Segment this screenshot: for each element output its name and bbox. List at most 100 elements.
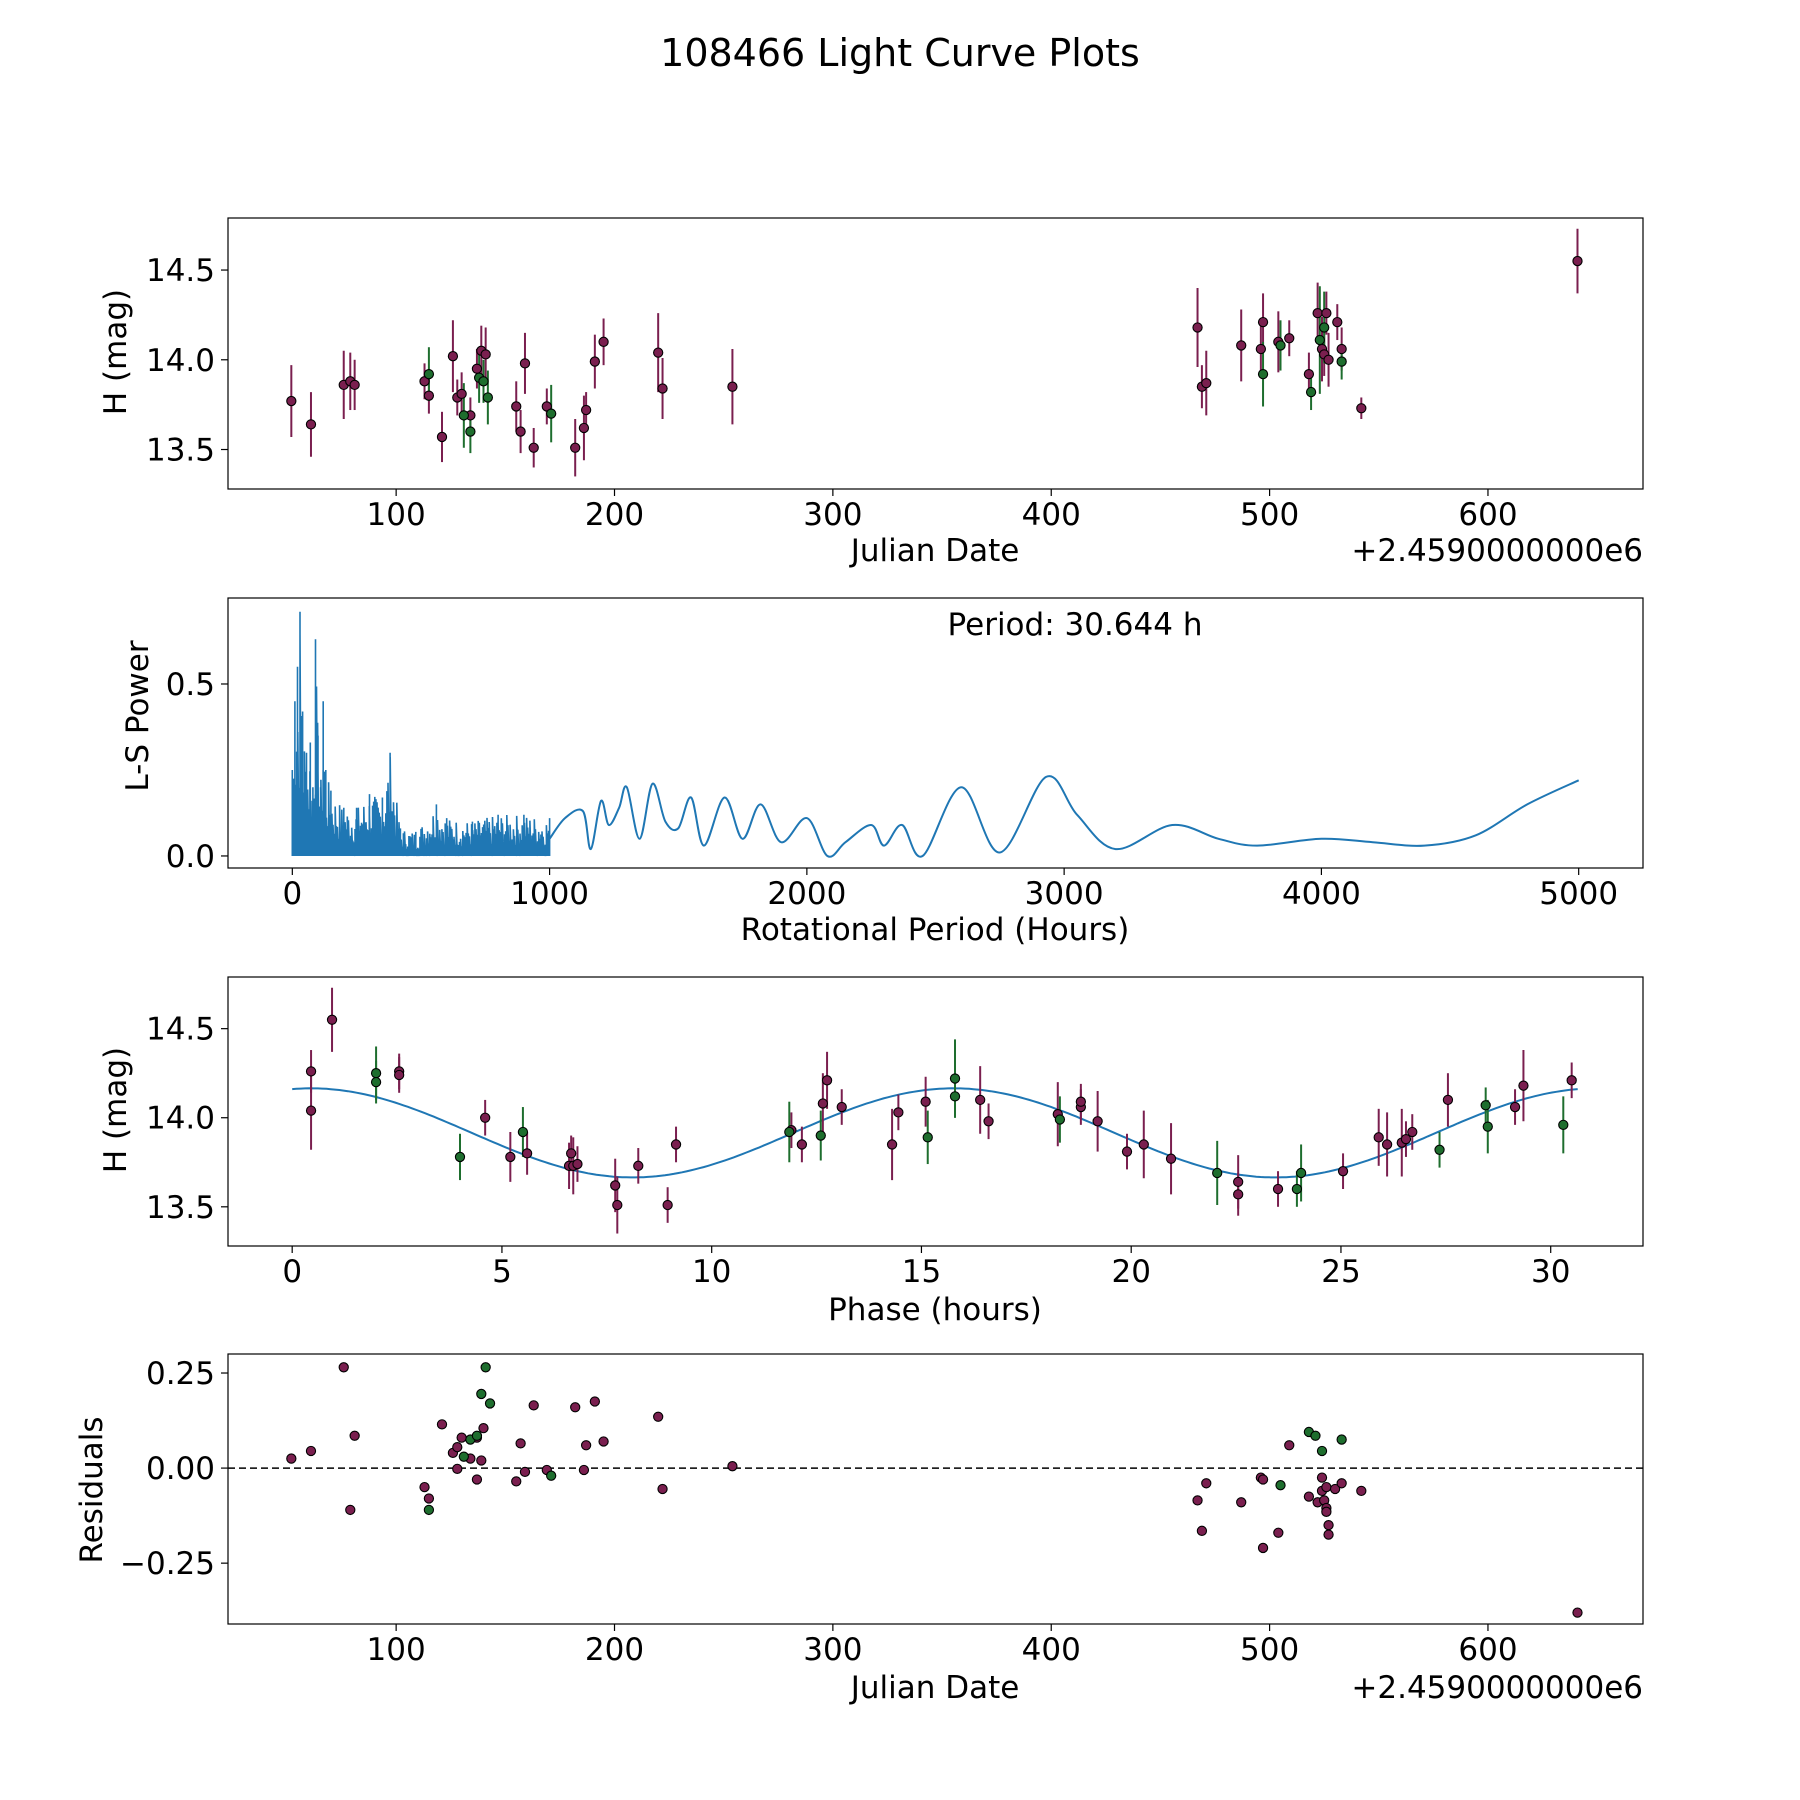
residuals-point-r [338,1362,349,1373]
residuals-point-r [452,1463,463,1474]
raw-point-r [570,442,581,453]
phased-point-r [505,1151,516,1163]
residuals-xtick-label: 100 [367,1632,426,1668]
raw-point-r [471,363,483,374]
phased-point-g [370,1068,382,1079]
residuals-point-r [305,1445,317,1457]
phased-point-r [1566,1075,1577,1086]
periodogram-line [548,775,1580,858]
phased-point-r [886,1139,898,1150]
phased-point-r [1373,1132,1384,1143]
raw-point-r [727,381,738,392]
raw-xtick-label: 400 [1022,497,1081,533]
phased-point-g [1558,1119,1569,1131]
raw-point-r [1255,343,1267,355]
residuals-point-g [423,1504,435,1516]
raw-point-r [580,404,592,416]
raw-point-r [286,395,297,407]
phased-point-r [975,1094,986,1106]
phased-point-r [1233,1189,1244,1200]
residuals-point-r [286,1453,297,1464]
raw-point-r [1201,377,1212,389]
phased-xtick-label: 5 [492,1254,512,1290]
residuals-point-r [1236,1497,1247,1508]
residuals-point-r [1356,1485,1367,1497]
residuals-point-r [1284,1440,1295,1451]
residuals-ytick-label: −0.25 [120,1546,215,1582]
residuals-point-r [519,1466,531,1478]
residuals-xtick-label: 500 [1240,1632,1299,1668]
phased-xtick-label: 0 [282,1254,302,1290]
phased-point-r [566,1148,577,1159]
raw-point-r [1336,343,1347,355]
phased-point-g [1054,1114,1066,1125]
residuals-point-r [452,1442,463,1453]
residuals-point-r [476,1455,487,1466]
phased-point-r [612,1199,623,1211]
residuals-point-r [471,1474,483,1485]
residuals-point-r [1273,1527,1284,1538]
raw-point-g [1275,340,1286,351]
raw-ytick-label: 13.5 [146,433,215,469]
phased-point-r [796,1139,808,1150]
raw-point-g [1336,356,1347,367]
raw-point-r [456,388,467,400]
raw-point-r [653,347,664,358]
residuals-point-r [1201,1478,1212,1489]
phased-ytick-label: 13.5 [146,1190,215,1226]
residuals-xtick-label: 300 [803,1632,862,1668]
phased-ylabel: H (mag) [98,1047,134,1173]
raw-point-r [1356,403,1367,414]
phased-point-g [1434,1144,1445,1155]
raw-point-g [478,376,489,387]
periodogram-axes-frame [227,597,1644,869]
phased-point-r [1092,1116,1103,1127]
phased-light-curve-panel: H (mag) Phase (hours) 0 5 10 15 20 25 30 13.5 14… [98,976,1644,1328]
period-annotation: Period: 30.644 h [948,607,1203,643]
residuals-point-r [1257,1474,1269,1485]
raw-point-r [1303,368,1315,380]
raw-point-g [458,410,469,421]
phased-xtick-label: 30 [1531,1254,1570,1290]
raw-point-r [1312,307,1323,319]
raw-point-g [1257,368,1269,380]
phased-point-r [821,1075,833,1086]
residuals-ytick-label: 0.25 [146,1356,215,1392]
periodogram-xtick-label: 1000 [510,876,589,912]
residuals-point-r [456,1432,467,1443]
residuals-xtick-label: 400 [1022,1632,1081,1668]
residuals-point-r [423,1493,435,1504]
phased-xlabel: Phase (hours) [828,1292,1042,1328]
raw-point-r [1321,307,1332,319]
raw-axes-frame [227,217,1644,490]
phased-xtick-label: 10 [692,1254,731,1290]
residuals-point-r [1323,1529,1334,1540]
residuals-point-r [345,1504,356,1516]
phased-point-g [517,1126,529,1138]
residuals-point-r [349,1430,360,1441]
phased-point-r [836,1101,847,1113]
periodogram-panel: L-S Power Rotational Period (Hours) Peri… [120,597,1644,948]
raw-point-r [657,383,668,394]
raw-point-r [1332,316,1343,328]
raw-point-r [1572,255,1583,267]
phased-point-g [922,1132,933,1143]
raw-point-r [511,401,522,412]
raw-point-g [482,392,494,403]
raw-point-g [546,408,557,419]
residuals-point-r [1336,1478,1347,1489]
residuals-point-r [1303,1491,1315,1502]
residuals-ylabel: Residuals [74,1416,110,1563]
phased-xtick-label: 15 [902,1254,941,1290]
residuals-point-r [580,1440,592,1451]
periodogram-xtick-label: 5000 [1539,876,1618,912]
residuals-xtick-label: 200 [585,1632,644,1668]
residuals-point-r [1321,1506,1332,1517]
phased-point-g [1480,1100,1491,1111]
raw-xtick-label: 100 [367,497,426,533]
raw-point-r [519,358,531,369]
phased-point-r [480,1112,491,1123]
fit-curve [292,1087,1578,1179]
phased-point-r [670,1139,682,1150]
residuals-point-r [419,1481,430,1493]
